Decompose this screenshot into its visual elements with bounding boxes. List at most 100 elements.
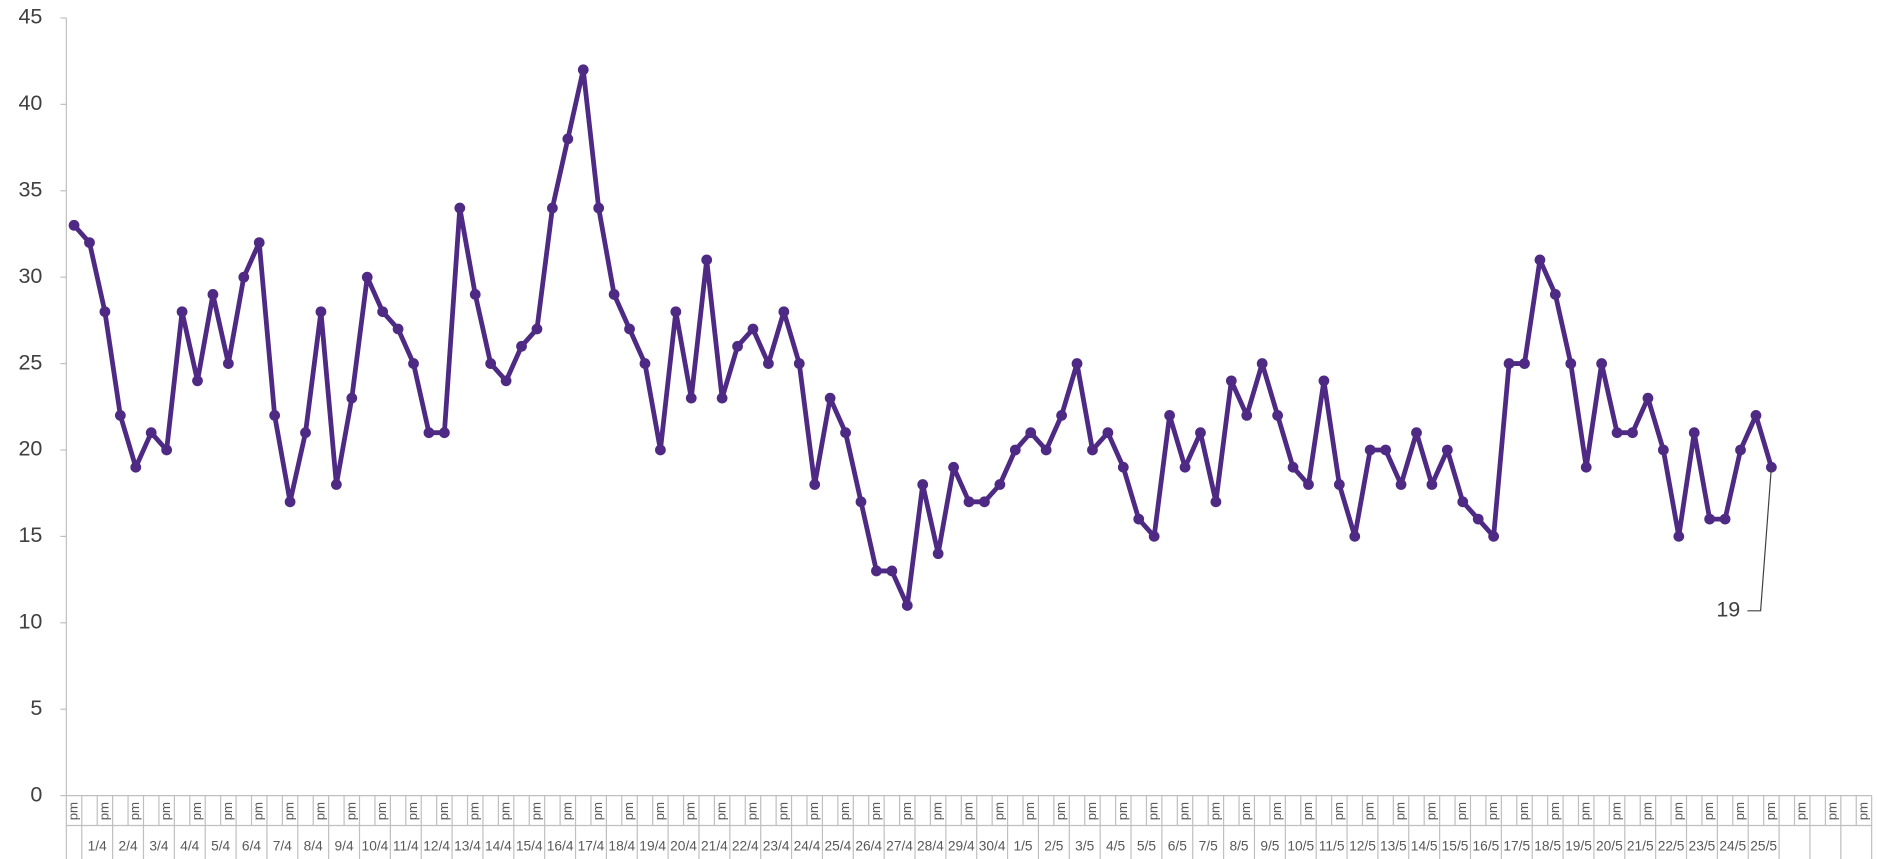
point — [361, 271, 373, 283]
x-tick-label: pm — [652, 802, 667, 820]
point — [685, 392, 697, 404]
x-group-label: 4/5 — [1106, 839, 1125, 854]
x-group-label: 20/5 — [1596, 839, 1623, 854]
x-group-label: 3/5 — [1075, 839, 1094, 854]
point — [1750, 410, 1762, 421]
y-tick-label: 40 — [18, 91, 42, 115]
x-tick-label: pm — [1300, 802, 1315, 820]
point — [639, 358, 651, 369]
point — [485, 358, 497, 369]
y-tick-label: 30 — [18, 264, 42, 288]
point — [1411, 427, 1422, 439]
point — [1256, 358, 1268, 369]
x-group-label: 29/4 — [948, 839, 975, 854]
point — [1333, 479, 1345, 490]
leader-line — [1747, 467, 1772, 612]
x-group-label: 10/5 — [1287, 839, 1314, 854]
x-group-label: 21/5 — [1627, 839, 1654, 854]
point — [577, 64, 589, 76]
x-group-label: 17/4 — [578, 839, 605, 854]
x-tick-label: pm — [559, 802, 574, 820]
x-tick-label: pm — [930, 802, 945, 820]
x-tick-label: pm — [251, 802, 266, 820]
x-group-label: 22/4 — [732, 839, 759, 854]
x-tick-label: pm — [1547, 802, 1562, 820]
x-tick-label: pm — [1609, 802, 1624, 820]
x-group-label: 24/4 — [794, 839, 821, 854]
point — [1225, 375, 1237, 387]
point — [1457, 496, 1469, 508]
x-group-label: 4/4 — [180, 839, 199, 854]
x-tick-label: pm — [436, 802, 451, 820]
point — [901, 600, 913, 611]
point — [948, 461, 959, 473]
point — [1287, 461, 1299, 473]
point — [932, 548, 944, 560]
point — [531, 323, 543, 335]
x-group-label: 13/5 — [1380, 839, 1407, 854]
x-tick-label: pm — [1763, 802, 1778, 820]
y-tick-label: 15 — [18, 523, 42, 547]
x-tick-label: pm — [467, 802, 482, 820]
x-tick-label: pm — [498, 802, 513, 820]
x-tick-label: pm — [1146, 802, 1161, 820]
point — [1025, 427, 1037, 439]
point — [1565, 358, 1577, 369]
point — [1704, 513, 1716, 525]
y-tick-label: 5 — [30, 696, 42, 720]
point — [1364, 444, 1376, 456]
point — [176, 306, 188, 318]
point — [1503, 358, 1515, 369]
x-tick-label: pm — [96, 802, 111, 820]
x-tick-label: pm — [837, 802, 852, 820]
x-group-label: 1/4 — [88, 839, 107, 854]
x-group-label: 6/4 — [242, 839, 261, 854]
y-tick-label: 20 — [18, 437, 42, 461]
point — [855, 496, 867, 508]
x-tick-label: pm — [374, 802, 389, 820]
point — [1380, 444, 1392, 456]
point — [284, 496, 296, 508]
x-tick-label: pm — [714, 802, 729, 820]
point — [1071, 358, 1083, 369]
point — [793, 358, 805, 369]
point — [1673, 530, 1685, 542]
x-tick-label: pm — [1516, 802, 1531, 820]
x-group-label: 7/4 — [273, 839, 292, 854]
point — [192, 375, 203, 387]
point — [222, 358, 234, 369]
x-group-label: 7/5 — [1199, 839, 1218, 854]
point — [114, 410, 126, 421]
x-group-label: 19/5 — [1565, 839, 1592, 854]
x-group-label: 13/4 — [454, 839, 481, 854]
point — [1133, 513, 1145, 525]
x-tick-label: pm — [960, 802, 975, 820]
point — [516, 340, 527, 352]
point — [886, 565, 898, 577]
point — [315, 306, 327, 318]
point — [330, 479, 342, 490]
point — [1102, 427, 1114, 439]
point — [732, 340, 743, 352]
x-tick-label: pm — [1794, 802, 1809, 820]
point — [145, 427, 157, 439]
point — [500, 375, 512, 387]
x-tick-label: pm — [1485, 802, 1500, 820]
x-tick-label: pm — [1393, 802, 1408, 820]
x-group-label: 18/5 — [1534, 839, 1561, 854]
point — [1164, 410, 1175, 421]
line — [72, 67, 1774, 608]
point — [979, 496, 990, 508]
x-group-label: 21/4 — [701, 839, 728, 854]
point — [1009, 444, 1021, 456]
point — [1426, 479, 1438, 490]
x-tick-label: pm — [405, 802, 420, 820]
x-group-label: 11/4 — [393, 839, 419, 854]
point — [253, 237, 265, 248]
data-label: 19 — [1716, 598, 1740, 622]
x-group-label: 3/4 — [149, 839, 168, 854]
point — [917, 479, 929, 490]
x-group-label: 6/5 — [1168, 839, 1187, 854]
x-group-label: 8/4 — [304, 839, 323, 854]
